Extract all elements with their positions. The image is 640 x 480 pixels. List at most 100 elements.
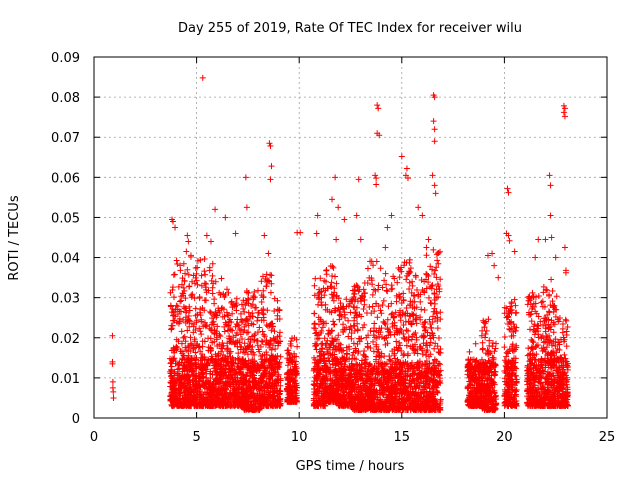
data-point (183, 248, 190, 255)
data-point (331, 321, 338, 328)
data-point (205, 344, 212, 351)
data-point (374, 314, 381, 321)
data-point (369, 303, 376, 310)
data-point (332, 273, 339, 280)
data-point (345, 317, 352, 324)
data-point (169, 306, 176, 313)
data-point (242, 174, 249, 181)
data-point (193, 270, 200, 277)
data-point (167, 302, 174, 309)
data-point (197, 328, 204, 335)
data-point (356, 335, 363, 342)
data-point (174, 372, 181, 379)
data-point (413, 287, 420, 294)
data-point (254, 317, 261, 324)
data-point (180, 303, 187, 310)
data-point (171, 372, 178, 379)
data-point (259, 310, 266, 317)
data-point (182, 295, 189, 302)
data-point (276, 307, 283, 314)
data-point (267, 176, 274, 183)
data-point (182, 338, 189, 345)
data-point (429, 172, 436, 179)
data-point (223, 286, 230, 293)
data-point (208, 277, 215, 284)
data-point (504, 185, 511, 192)
data-point (167, 397, 174, 404)
data-point (332, 174, 339, 181)
data-point (421, 319, 428, 326)
data-point (388, 212, 395, 219)
data-point (178, 359, 185, 366)
data-point (207, 348, 214, 355)
data-point (311, 321, 318, 328)
data-point (201, 280, 208, 287)
data-point (431, 182, 438, 189)
data-point (179, 395, 186, 402)
data-point (186, 396, 193, 403)
data-point (495, 274, 502, 281)
data-point (505, 189, 512, 196)
data-point (174, 261, 181, 268)
data-point (312, 275, 319, 282)
data-point (374, 102, 381, 109)
data-point (212, 206, 219, 213)
data-point (186, 318, 193, 325)
data-point (351, 317, 358, 324)
data-point (206, 267, 213, 274)
data-point (355, 176, 362, 183)
data-point (562, 269, 569, 276)
data-point (382, 244, 389, 251)
data-point (187, 252, 194, 259)
data-point (201, 338, 208, 345)
data-point (203, 232, 210, 239)
data-point (383, 287, 390, 294)
data-point (168, 363, 175, 370)
data-point (397, 317, 404, 324)
data-point (260, 331, 267, 338)
data-point (186, 344, 193, 351)
data-point (406, 256, 413, 263)
data-point (201, 268, 208, 275)
data-point (342, 314, 349, 321)
data-point (409, 282, 416, 289)
data-point (314, 212, 321, 219)
data-point (191, 295, 198, 302)
data-point (369, 291, 376, 298)
data-point (403, 276, 410, 283)
data-point (532, 254, 539, 261)
data-point (430, 118, 437, 125)
data-point (329, 196, 336, 203)
data-point (199, 305, 206, 312)
data-point (109, 378, 116, 385)
data-point (377, 265, 384, 272)
data-point (110, 388, 117, 395)
data-point (560, 109, 567, 116)
data-point (360, 305, 367, 312)
data-point (351, 304, 358, 311)
data-point (180, 334, 187, 341)
data-point (394, 279, 401, 286)
data-point (190, 371, 197, 378)
data-point (175, 377, 182, 384)
data-point (421, 333, 428, 340)
data-point (425, 294, 432, 301)
data-point (184, 327, 191, 334)
data-point (170, 218, 177, 225)
data-point (511, 248, 518, 255)
data-point (351, 291, 358, 298)
data-point (232, 230, 239, 237)
data-point (201, 297, 208, 304)
data-point (350, 303, 357, 310)
data-point (184, 232, 191, 239)
data-point (370, 262, 377, 269)
data-point (546, 172, 553, 179)
data-point (222, 214, 229, 221)
data-point (424, 271, 431, 278)
data-point (335, 332, 342, 339)
data-point (428, 324, 435, 331)
data-point (547, 182, 554, 189)
data-point (228, 298, 235, 305)
data-point (506, 237, 513, 244)
data-point (328, 284, 335, 291)
